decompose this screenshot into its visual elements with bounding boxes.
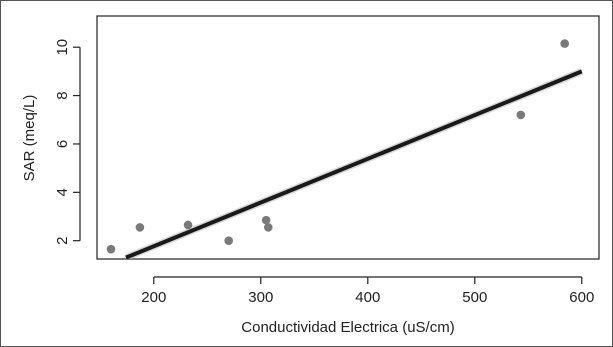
data-point	[183, 220, 193, 230]
regression-line	[125, 69, 583, 259]
x-axis-title: Conductividad Electrica (uS/cm)	[241, 319, 454, 336]
x-tick-label: 200	[141, 289, 166, 306]
y-tick-label: 6	[54, 140, 71, 148]
y-tick-label: 8	[54, 91, 71, 99]
x-tick-label: 600	[569, 289, 594, 306]
plot-area-border	[96, 15, 600, 260]
data-point	[135, 223, 145, 232]
y-tick-label: 10	[54, 39, 71, 56]
x-tick-label: 500	[462, 289, 487, 306]
regression-line-layer	[124, 68, 584, 259]
x-axis: 200 300 400 500 600	[141, 276, 594, 306]
y-tick-label: 2	[54, 237, 71, 245]
y-tick-label: 4	[54, 188, 71, 196]
data-points-layer	[106, 39, 569, 254]
y-axis-title: SAR (meq/L)	[21, 95, 38, 182]
data-point	[106, 244, 116, 254]
data-point	[516, 110, 526, 120]
x-tick-label: 300	[248, 289, 273, 306]
x-tick-label: 400	[355, 289, 380, 306]
data-point	[261, 215, 271, 225]
data-point	[224, 236, 233, 245]
y-axis: 2 4 6 8 10	[54, 39, 81, 245]
data-point	[263, 223, 273, 232]
data-point	[560, 39, 569, 48]
